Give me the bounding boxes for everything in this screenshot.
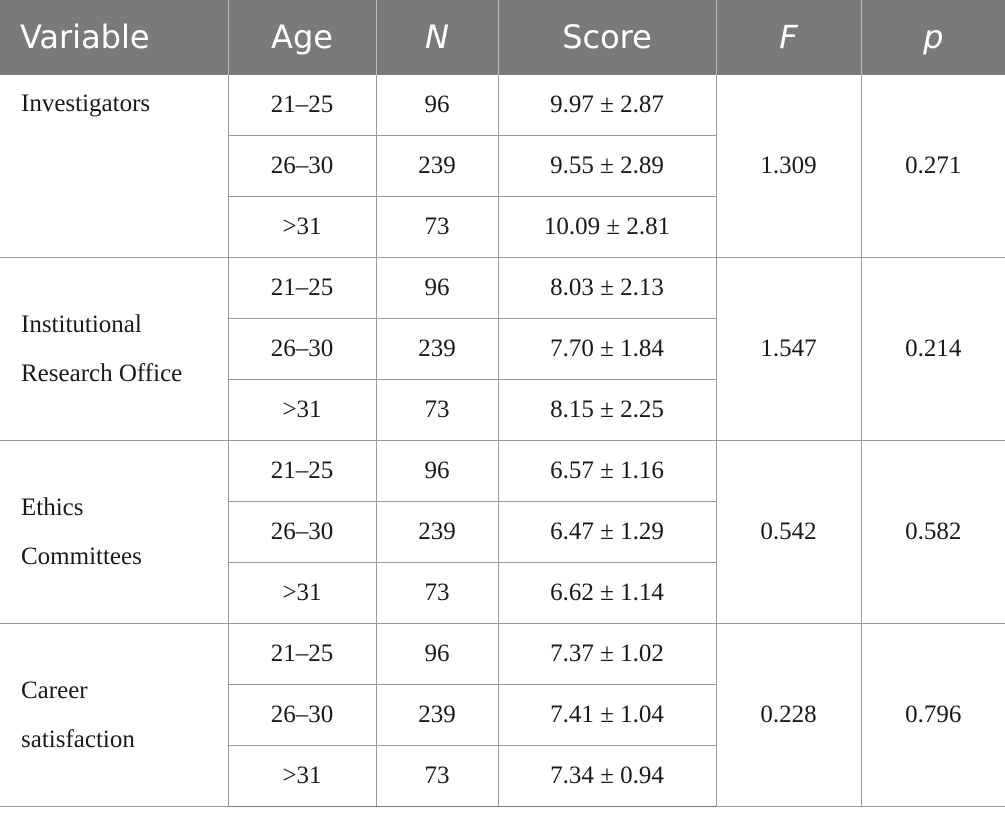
- age-cell: >31: [228, 379, 377, 441]
- table-row: >31 73 7.34 ± 0.94: [0, 745, 1005, 807]
- score-cell: 8.03 ± 2.13: [497, 257, 717, 319]
- table-row: >31 73 6.62 ± 1.14: [0, 562, 1005, 624]
- f-value-cell: 0.228: [715, 623, 862, 807]
- variable-label-line: Ethics: [21, 494, 84, 521]
- table-row: Investigators 21–25 96 9.97 ± 2.87 1.309 0.27…: [0, 74, 1005, 258]
- age-cell: 21–25: [227, 623, 377, 685]
- header-age: Age: [227, 0, 376, 75]
- table-row: >31 73 8.15 ± 2.25: [0, 379, 1005, 441]
- n-cell: 239: [375, 684, 499, 746]
- p-value-cell: 0.214: [860, 257, 1005, 441]
- variable-label-line: Research Office: [21, 360, 183, 387]
- variable-cell: Ethics Committees: [0, 440, 229, 624]
- header-score: Score: [497, 0, 716, 75]
- age-cell: >31: [228, 196, 377, 258]
- table-row: Institutional Research Office 21–25 96 8.03 …: [0, 257, 1005, 441]
- table-row: >31 73 10.09 ± 2.81: [0, 196, 1005, 258]
- score-cell: 10.09 ± 2.81: [497, 196, 716, 258]
- score-cell: 7.70 ± 1.84: [497, 318, 716, 380]
- p-value-cell: 0.796: [860, 623, 1005, 807]
- header-f: F: [715, 0, 861, 75]
- variable-label-line: satisfaction: [21, 726, 135, 753]
- score-cell: 7.37 ± 1.02: [497, 623, 717, 685]
- age-cell: 26–30: [228, 318, 377, 380]
- score-cell: 7.34 ± 0.94: [497, 745, 716, 807]
- age-cell: >31: [228, 745, 377, 807]
- score-cell: 9.97 ± 2.87: [497, 74, 717, 136]
- n-cell: 239: [375, 501, 499, 563]
- table-row: Career satisfaction 21–25 96 7.37 ± 1.02 0.22…: [0, 623, 1005, 807]
- variable-cell: Career satisfaction: [0, 623, 229, 807]
- table-body: Investigators 21–25 96 9.97 ± 2.87 1.309 0.27…: [0, 74, 1005, 807]
- header-row: Variable Age N Score F p: [0, 0, 1005, 75]
- f-value-cell: 1.547: [715, 257, 862, 441]
- age-cell: >31: [228, 562, 377, 624]
- score-cell: 9.55 ± 2.89: [497, 135, 716, 197]
- n-cell: 73: [375, 379, 499, 441]
- age-cell: 21–25: [227, 74, 377, 136]
- table-row: 26–30 239 7.41 ± 1.04: [0, 684, 1005, 746]
- variable-label-line: Career: [21, 677, 88, 704]
- score-cell: 7.41 ± 1.04: [497, 684, 716, 746]
- score-cell: 6.62 ± 1.14: [497, 562, 716, 624]
- n-cell: 96: [375, 440, 499, 502]
- header-p: p: [860, 0, 1005, 75]
- f-value-cell: 1.309: [715, 74, 862, 258]
- variable-label-line: Committees: [21, 543, 142, 570]
- n-cell: 96: [375, 257, 499, 319]
- table-row: Ethics Committees 21–25 96 6.57 ± 1.16 0.542 0…: [0, 440, 1005, 624]
- variable-label-line: Institutional: [21, 311, 142, 338]
- n-cell: 239: [375, 318, 499, 380]
- p-value-cell: 0.271: [860, 74, 1005, 258]
- score-cell: 6.47 ± 1.29: [497, 501, 716, 563]
- n-cell: 73: [375, 562, 499, 624]
- variable-cell: Investigators: [0, 74, 229, 258]
- n-cell: 96: [375, 623, 499, 685]
- table-row: 26–30 239 9.55 ± 2.89: [0, 135, 1005, 197]
- age-cell: 26–30: [228, 501, 377, 563]
- n-cell: 73: [375, 745, 499, 807]
- n-cell: 96: [375, 74, 499, 136]
- results-table: Variable Age N Score F p Investigators 21…: [0, 0, 1005, 807]
- age-cell: 26–30: [228, 684, 377, 746]
- score-cell: 6.57 ± 1.16: [497, 440, 717, 502]
- f-value-cell: 0.542: [715, 440, 862, 624]
- variable-label-line: Investigators: [21, 90, 151, 117]
- age-cell: 21–25: [227, 440, 377, 502]
- table-header: Variable Age N Score F p: [0, 0, 1005, 75]
- variable-cell: Institutional Research Office: [0, 257, 229, 441]
- age-cell: 21–25: [227, 257, 377, 319]
- table-row: 26–30 239 6.47 ± 1.29: [0, 501, 1005, 563]
- table-row: 26–30 239 7.70 ± 1.84: [0, 318, 1005, 380]
- header-n: N: [375, 0, 498, 75]
- p-value-cell: 0.582: [860, 440, 1005, 624]
- header-variable: Variable: [0, 0, 228, 75]
- age-cell: 26–30: [228, 135, 377, 197]
- n-cell: 239: [375, 135, 499, 197]
- n-cell: 73: [375, 196, 499, 258]
- score-cell: 8.15 ± 2.25: [497, 379, 716, 441]
